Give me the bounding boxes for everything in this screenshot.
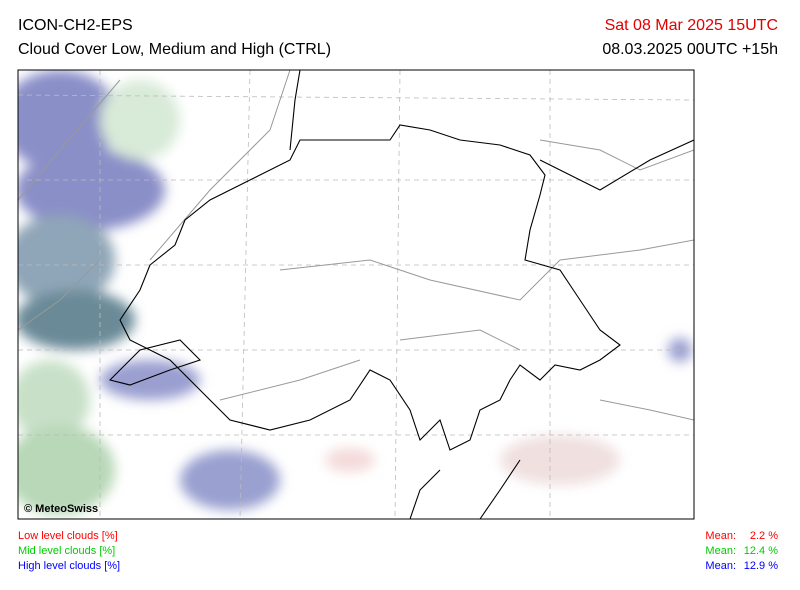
map-title: Cloud Cover Low, Medium and High (CTRL) xyxy=(18,41,331,58)
map: © MeteoSwiss xyxy=(18,70,694,519)
run-time: 08.03.2025 00UTC +15h xyxy=(602,41,778,58)
legend-label: High level clouds [%] xyxy=(18,560,120,572)
legend-label: Mid level clouds [%] xyxy=(18,545,115,557)
valid-time: Sat 08 Mar 2025 15UTC xyxy=(605,17,778,34)
legend-mean-label: Mean: xyxy=(705,560,736,572)
legend-mean: 2.2 % xyxy=(750,530,778,542)
legend-mean-label: Mean: xyxy=(705,545,736,557)
legend: Low level clouds [%] Mean: 2.2 % Mid level … xyxy=(18,530,778,572)
model-name: ICON-CH2-EPS xyxy=(18,17,133,34)
legend-mean: 12.4 % xyxy=(744,545,778,557)
legend-mean-label: Mean: xyxy=(705,530,736,542)
country-borders xyxy=(108,70,694,519)
grid xyxy=(18,70,694,519)
map-frame xyxy=(17,69,695,520)
admin-boundaries xyxy=(18,70,694,421)
cloud-field xyxy=(18,70,692,515)
legend-label: Low level clouds [%] xyxy=(18,530,118,542)
legend-mean: 12.9 % xyxy=(744,560,778,572)
copyright: © MeteoSwiss xyxy=(24,503,98,515)
